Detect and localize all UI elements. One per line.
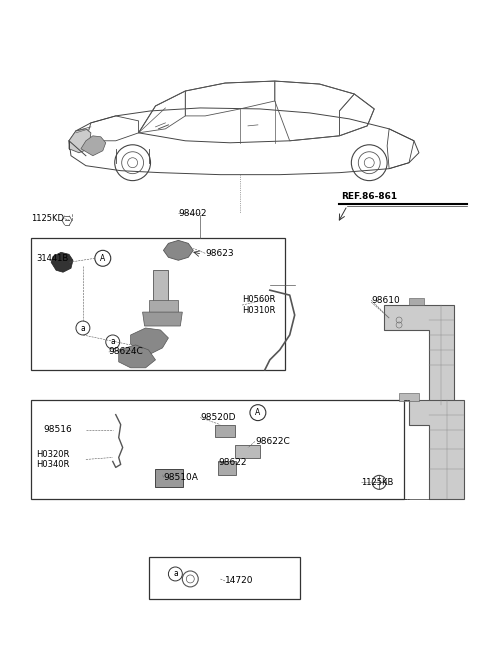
Text: A: A: [255, 408, 261, 417]
Text: 98623: 98623: [205, 249, 234, 258]
Text: 98510A: 98510A: [164, 473, 198, 482]
Text: H0560R
H0310R: H0560R H0310R: [242, 296, 276, 315]
Bar: [399, 393, 419, 401]
Text: REF.86-861: REF.86-861: [341, 192, 397, 201]
Text: 98402: 98402: [179, 209, 207, 218]
Bar: [31, 399, 404, 499]
Text: 98622C: 98622C: [255, 437, 289, 446]
Text: H0320R
H0340R: H0320R H0340R: [36, 450, 70, 469]
Polygon shape: [384, 305, 454, 405]
Bar: [31, 238, 285, 370]
Polygon shape: [164, 240, 193, 260]
Bar: [409, 298, 424, 305]
Polygon shape: [143, 312, 182, 326]
Bar: [148, 557, 300, 599]
Text: 98610: 98610: [371, 296, 400, 305]
Bar: [235, 445, 260, 459]
Bar: [215, 424, 235, 436]
Bar: [218, 461, 236, 476]
Text: a: a: [110, 338, 115, 346]
Polygon shape: [131, 328, 168, 354]
Text: 14720: 14720: [225, 576, 253, 585]
Bar: [156, 469, 183, 487]
Text: 31441B: 31441B: [36, 254, 69, 263]
Polygon shape: [148, 300, 179, 312]
Text: 98622: 98622: [218, 458, 247, 467]
Text: a: a: [173, 570, 178, 578]
Text: A: A: [100, 254, 106, 263]
Polygon shape: [69, 129, 91, 152]
Polygon shape: [81, 136, 106, 156]
Text: 98624C: 98624C: [109, 348, 144, 356]
Polygon shape: [409, 399, 464, 499]
Text: 1125KB: 1125KB: [361, 478, 394, 487]
Polygon shape: [119, 345, 156, 368]
Text: 98520D: 98520D: [200, 413, 236, 422]
Polygon shape: [51, 252, 73, 272]
Text: 1125KD: 1125KD: [31, 214, 64, 223]
Text: 98516: 98516: [43, 425, 72, 434]
Polygon shape: [153, 270, 168, 310]
Text: a: a: [81, 323, 85, 332]
